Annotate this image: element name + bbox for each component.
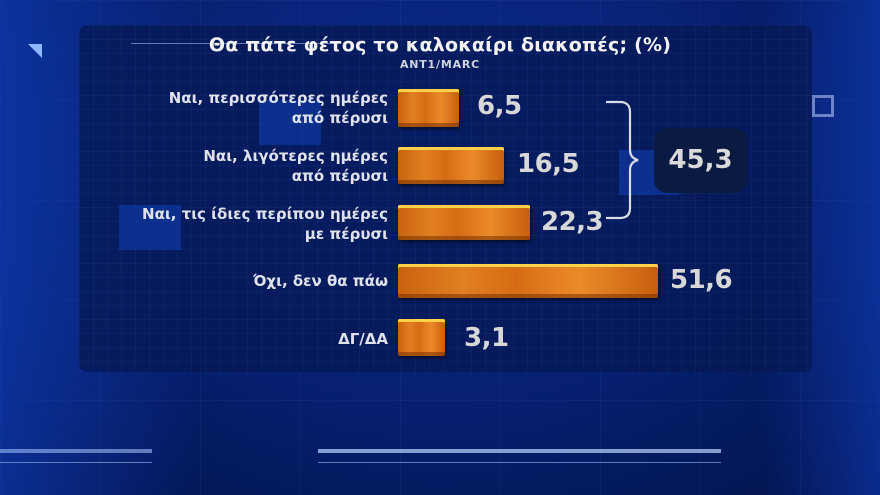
bar <box>398 89 459 127</box>
decor-line <box>0 462 152 463</box>
bar <box>398 205 530 240</box>
decor-block <box>119 205 181 250</box>
square-outline-icon <box>812 95 834 117</box>
total-value: 45,3 <box>668 145 733 175</box>
value-label: 6,5 <box>477 91 522 121</box>
decor-line <box>131 43 341 44</box>
panel-grid <box>79 25 812 372</box>
value-label: 3,1 <box>464 323 509 353</box>
category-label: ΔΓ/ΔΑ <box>338 330 388 348</box>
category-label: Ναι, λιγότερες ημέρες από πέρυσι <box>203 147 388 185</box>
bar <box>398 264 658 298</box>
category-label: Όχι, δεν θα πάω <box>253 272 388 290</box>
decor-line <box>0 449 152 453</box>
value-label: 22,3 <box>541 207 604 237</box>
right-brace-icon <box>606 100 639 220</box>
bar <box>398 319 445 356</box>
decor-line <box>318 449 721 453</box>
decor-line <box>318 462 721 463</box>
value-label: 51,6 <box>670 265 733 295</box>
value-label: 16,5 <box>517 149 580 179</box>
category-label: Ναι, τις ίδιες περίπου ημέρες με πέρυσι <box>142 205 388 243</box>
bar <box>398 147 504 184</box>
corner-triangle-icon <box>28 44 42 58</box>
chart-title: Θα πάτε φέτος το καλοκαίρι διακοπές; (%) <box>208 34 672 56</box>
chart-panel <box>79 25 812 372</box>
category-label: Ναι, περισσότερες ημέρες από πέρυσι <box>168 89 388 127</box>
decor-block <box>259 100 321 145</box>
chart-source: ANT1/MARC <box>399 58 481 71</box>
total-badge <box>654 128 747 193</box>
